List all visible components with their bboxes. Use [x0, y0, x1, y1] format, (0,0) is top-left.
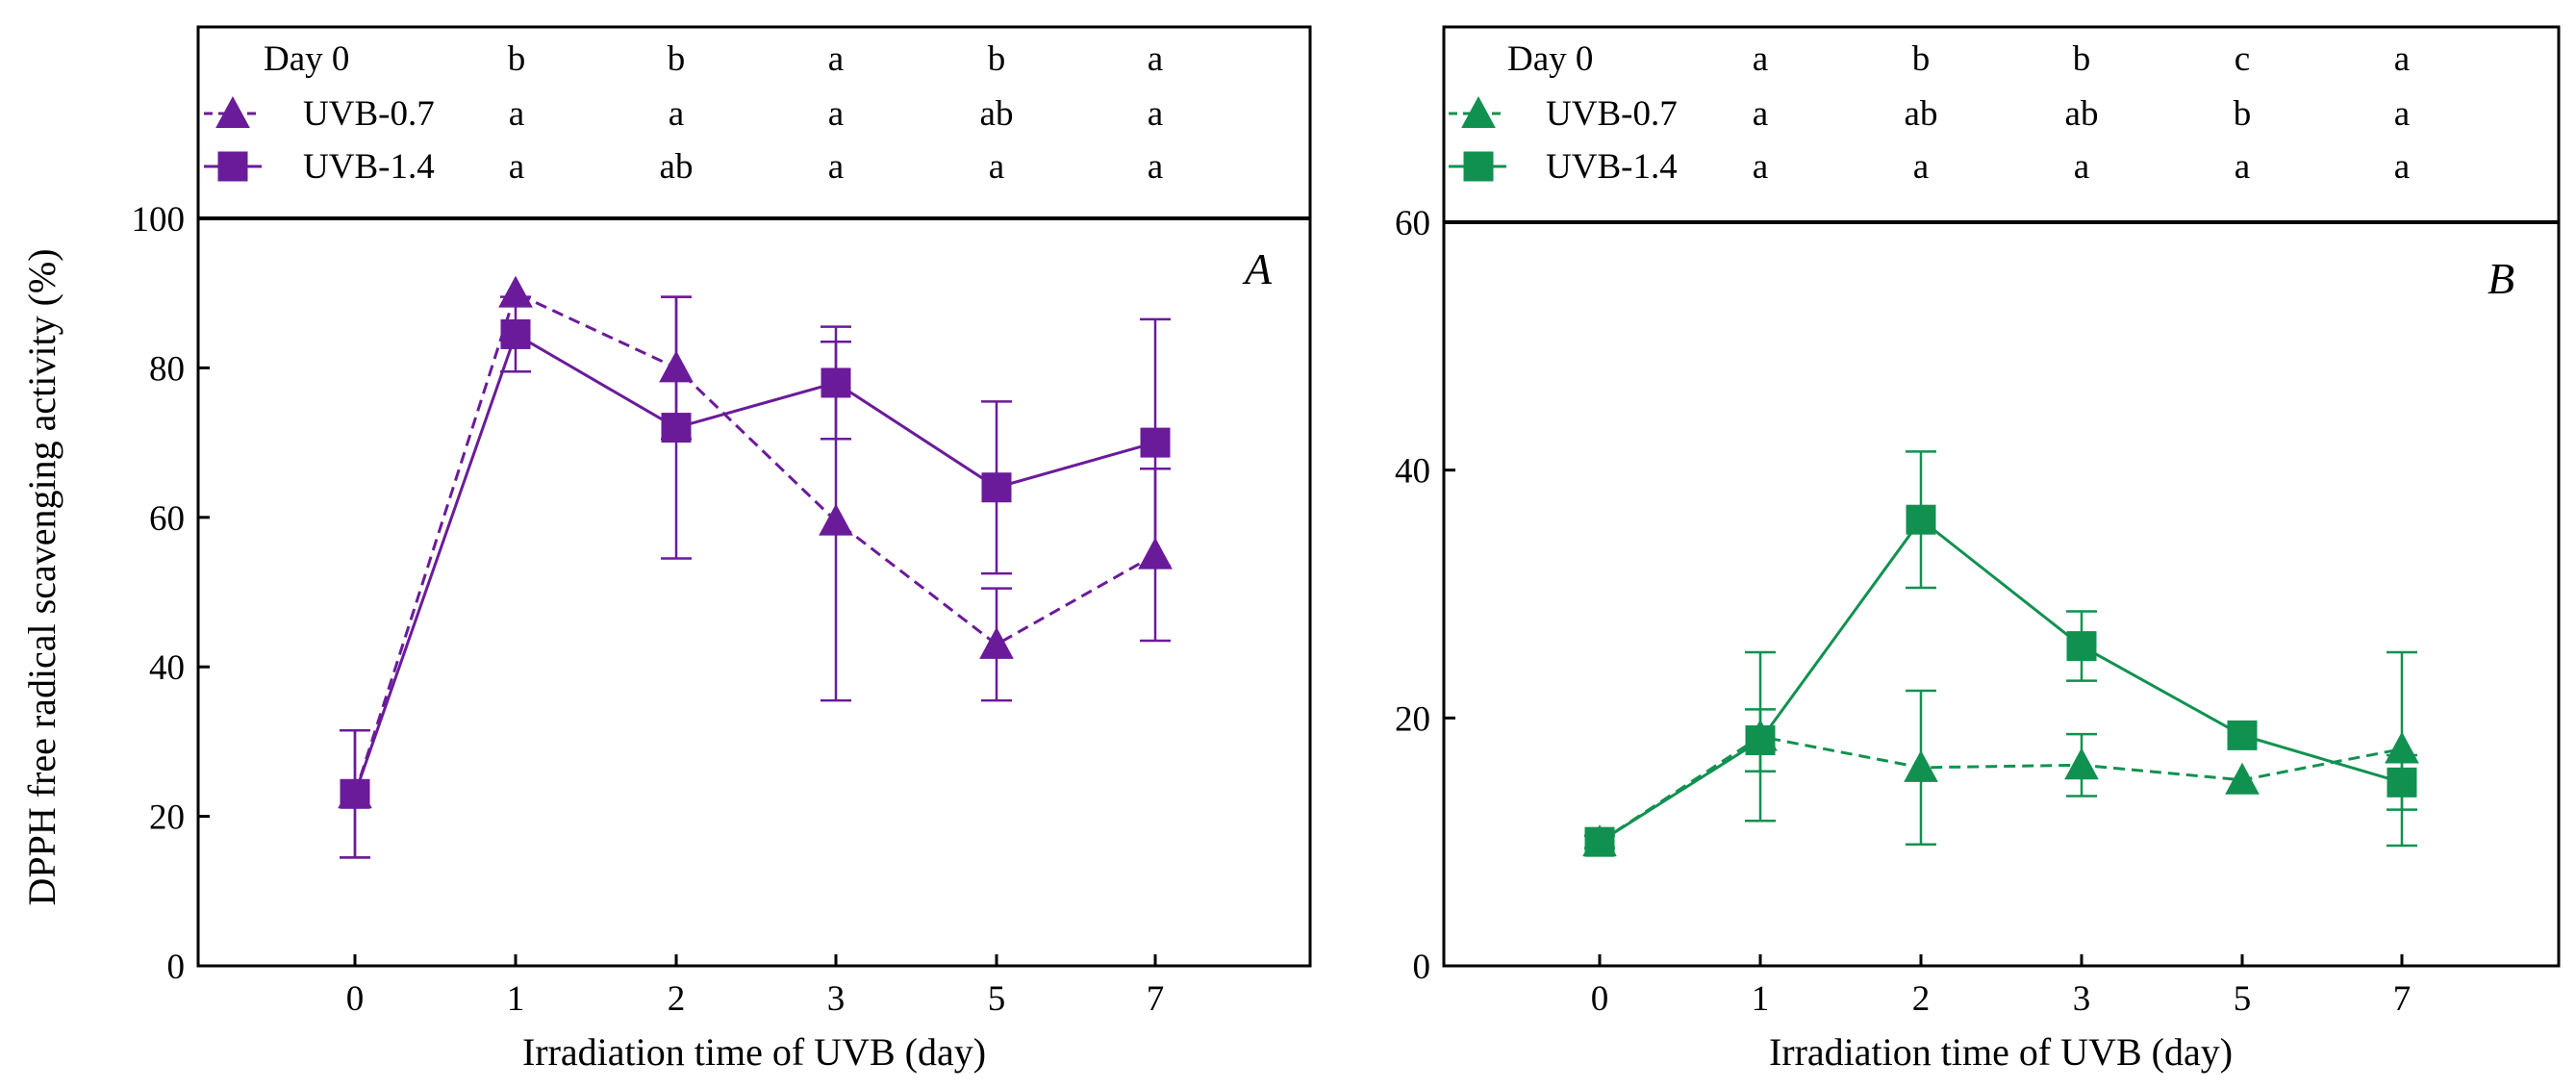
panel-a: 0 20 40 60 80 100 0 1 2 3 5 7 Irradiation time of UV…	[20, 25, 1312, 1074]
row-label-day0: Day 0	[1507, 39, 1593, 79]
marker-triangle-1-legend-1	[1461, 95, 1496, 128]
series-line	[1599, 518, 2403, 844]
series-line	[353, 291, 1156, 795]
significance-letter: b	[988, 39, 1006, 79]
significance-letter: a	[828, 94, 844, 134]
marker-square-0-5	[1140, 427, 1171, 458]
x-axis-title: Irradiation time of UVB (day)	[522, 1030, 986, 1074]
x-tick-label: 1	[1752, 979, 1770, 1019]
significance-letter: b	[668, 39, 686, 79]
y-tick-label: 60	[149, 499, 185, 539]
y-tick-label: 40	[149, 648, 185, 688]
marker-square-1-4	[2227, 720, 2258, 750]
marker-square-0-3	[821, 367, 851, 398]
significance-letter: a	[2235, 147, 2250, 187]
legend-entry-label: UVB-0.7	[1546, 94, 1678, 134]
significance-letter: a	[669, 94, 684, 134]
marker-triangle-0-4	[979, 626, 1014, 659]
marker-square-0-4	[981, 472, 1012, 503]
marker-triangle-1-2	[1904, 749, 1938, 782]
x-tick-label: 2	[668, 979, 686, 1019]
marker-square-0-legend-2	[217, 151, 248, 182]
series-uvb-1-4	[340, 295, 1171, 859]
panel-label: A	[1242, 244, 1273, 293]
row-label-day0: Day 0	[264, 39, 349, 79]
marker-triangle-0-legend-1	[215, 95, 250, 128]
significance-letter: a	[828, 147, 844, 187]
plot-frame	[1442, 25, 2561, 968]
x-tick-label: 7	[2393, 979, 2412, 1019]
significance-letter: a	[2394, 94, 2410, 134]
significance-letter: a	[989, 147, 1004, 187]
marker-square-0-2	[661, 413, 692, 443]
marker-square-1-1	[1745, 725, 1776, 756]
x-tick-label: 7	[1147, 979, 1165, 1019]
significance-letter: ab	[660, 147, 694, 187]
significance-letter: a	[1913, 147, 1929, 187]
series-uvb-0-7	[338, 275, 1173, 859]
significance-letter: a	[1148, 39, 1163, 79]
marker-triangle-1-4	[2225, 762, 2260, 795]
y-tick-label: 0	[167, 948, 186, 987]
significance-letter: ab	[1905, 94, 1938, 134]
significance-letter: a	[2394, 39, 2410, 79]
y-tick-label: 60	[1395, 204, 1430, 243]
y-tick-label: 80	[149, 349, 185, 389]
significance-letter: a	[1753, 147, 1768, 187]
marker-square-1-3	[2066, 631, 2097, 662]
marker-square-1-2	[1906, 504, 1936, 535]
series-uvb-0-7	[1582, 650, 2419, 857]
panel-label: B	[2488, 254, 2514, 303]
significance-letter: a	[509, 94, 524, 134]
significance-letter: b	[2073, 39, 2091, 79]
y-tick-label: 20	[149, 798, 185, 838]
x-tick-label: 2	[1912, 979, 1931, 1019]
plot-frame	[196, 25, 1312, 968]
series-line	[353, 332, 1156, 795]
significance-letter: b	[508, 39, 526, 79]
x-tick-label: 5	[2234, 979, 2252, 1019]
marker-square-1-legend-2	[1463, 151, 1494, 182]
significance-letter: ab	[980, 94, 1014, 134]
legend-entry-label: UVB-1.4	[303, 147, 435, 187]
x-tick-label: 3	[827, 979, 846, 1019]
y-axis-title: DPPH free radical scavenging activity (%…	[20, 248, 63, 905]
x-tick-label: 0	[346, 979, 365, 1019]
series-line	[1599, 735, 2403, 844]
series-uvb-1-4	[1584, 450, 2417, 857]
y-tick-label: 0	[1413, 948, 1431, 987]
x-tick-label: 3	[2073, 979, 2091, 1019]
y-tick-label: 20	[1395, 699, 1430, 739]
x-tick-label: 5	[988, 979, 1006, 1019]
marker-square-1-0	[1584, 826, 1615, 857]
marker-square-1-5	[2387, 767, 2417, 798]
significance-letter: b	[2234, 94, 2252, 134]
significance-letter: a	[1753, 39, 1768, 79]
legend-entry-label: UVB-0.7	[303, 94, 435, 134]
significance-letter: a	[2074, 147, 2089, 187]
marker-square-0-0	[340, 778, 370, 809]
significance-letter: a	[1148, 147, 1163, 187]
significance-letter: a	[2394, 147, 2410, 187]
marker-triangle-1-3	[2064, 747, 2099, 780]
legend-entry-label: UVB-1.4	[1546, 147, 1678, 187]
significance-letter: b	[1912, 39, 1931, 79]
significance-letter: ab	[2065, 94, 2099, 134]
x-tick-label: 1	[507, 979, 525, 1019]
significance-letter: a	[1148, 94, 1163, 134]
marker-triangle-0-3	[819, 503, 853, 536]
significance-letter: a	[1753, 94, 1768, 134]
panel-b: 0 20 40 60 0 1 2 3 5 7 Irradiation time of UVB (da…	[1395, 25, 2561, 1074]
significance-letter: a	[828, 39, 844, 79]
y-tick-label: 40	[1395, 452, 1430, 492]
significance-letter: c	[2235, 39, 2250, 79]
y-tick-label: 100	[132, 200, 186, 240]
significance-letter: a	[509, 147, 524, 187]
x-axis-title: Irradiation time of UVB (day)	[1769, 1030, 2233, 1074]
marker-square-0-1	[500, 318, 531, 349]
x-tick-label: 0	[1591, 979, 1609, 1019]
